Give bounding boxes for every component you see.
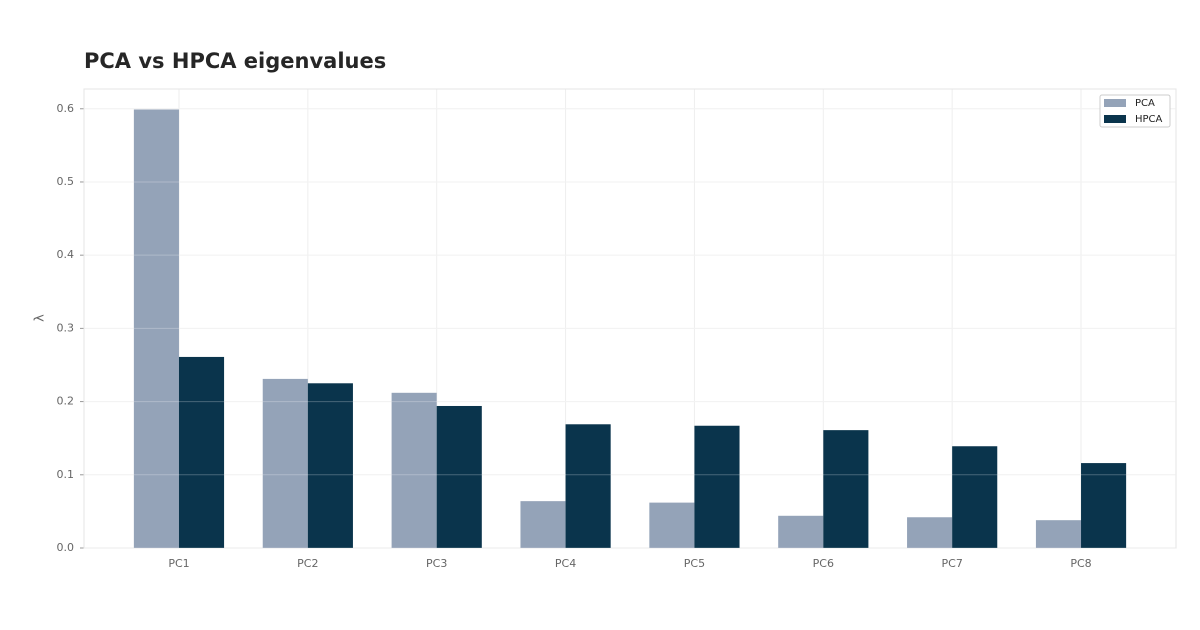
x-tick-label: PC4 [555,557,576,570]
x-tick-label: PC7 [942,557,963,570]
x-tick-label: PC2 [297,557,318,570]
legend-swatch [1104,99,1126,107]
y-tick-label: 0.2 [57,395,75,408]
bar [778,515,824,548]
y-tick-label: 0.1 [57,468,75,481]
bar [520,501,566,548]
bar [307,383,353,548]
bar [952,446,998,548]
bar [436,405,482,548]
x-tick-label: PC3 [426,557,447,570]
bar [823,430,869,548]
y-axis-label: λ [33,314,48,322]
bar [1035,520,1082,548]
bar [391,392,437,548]
y-tick-label: 0.6 [57,102,75,115]
x-tick-label: PC5 [684,557,705,570]
bar [178,356,225,548]
x-tick-label: PC1 [168,557,189,570]
chart-title: PCA vs HPCA eigenvalues [84,49,386,73]
legend-label: PCA [1135,98,1155,109]
y-tick-label: 0.3 [57,321,75,334]
bar [694,425,740,548]
y-tick-label: 0.4 [57,248,75,261]
bar [907,517,953,548]
x-tick-label: PC6 [813,557,834,570]
legend-label: HPCA [1135,114,1163,125]
bar [262,378,308,548]
legend-swatch [1104,115,1126,123]
bar [649,502,695,548]
y-tick-label: 0.0 [57,541,75,554]
x-tick-label: PC8 [1070,557,1091,570]
bar [1081,463,1127,548]
bar [133,109,179,548]
y-tick-label: 0.5 [57,175,75,188]
plot-frame [83,88,1177,549]
bar [565,424,611,548]
